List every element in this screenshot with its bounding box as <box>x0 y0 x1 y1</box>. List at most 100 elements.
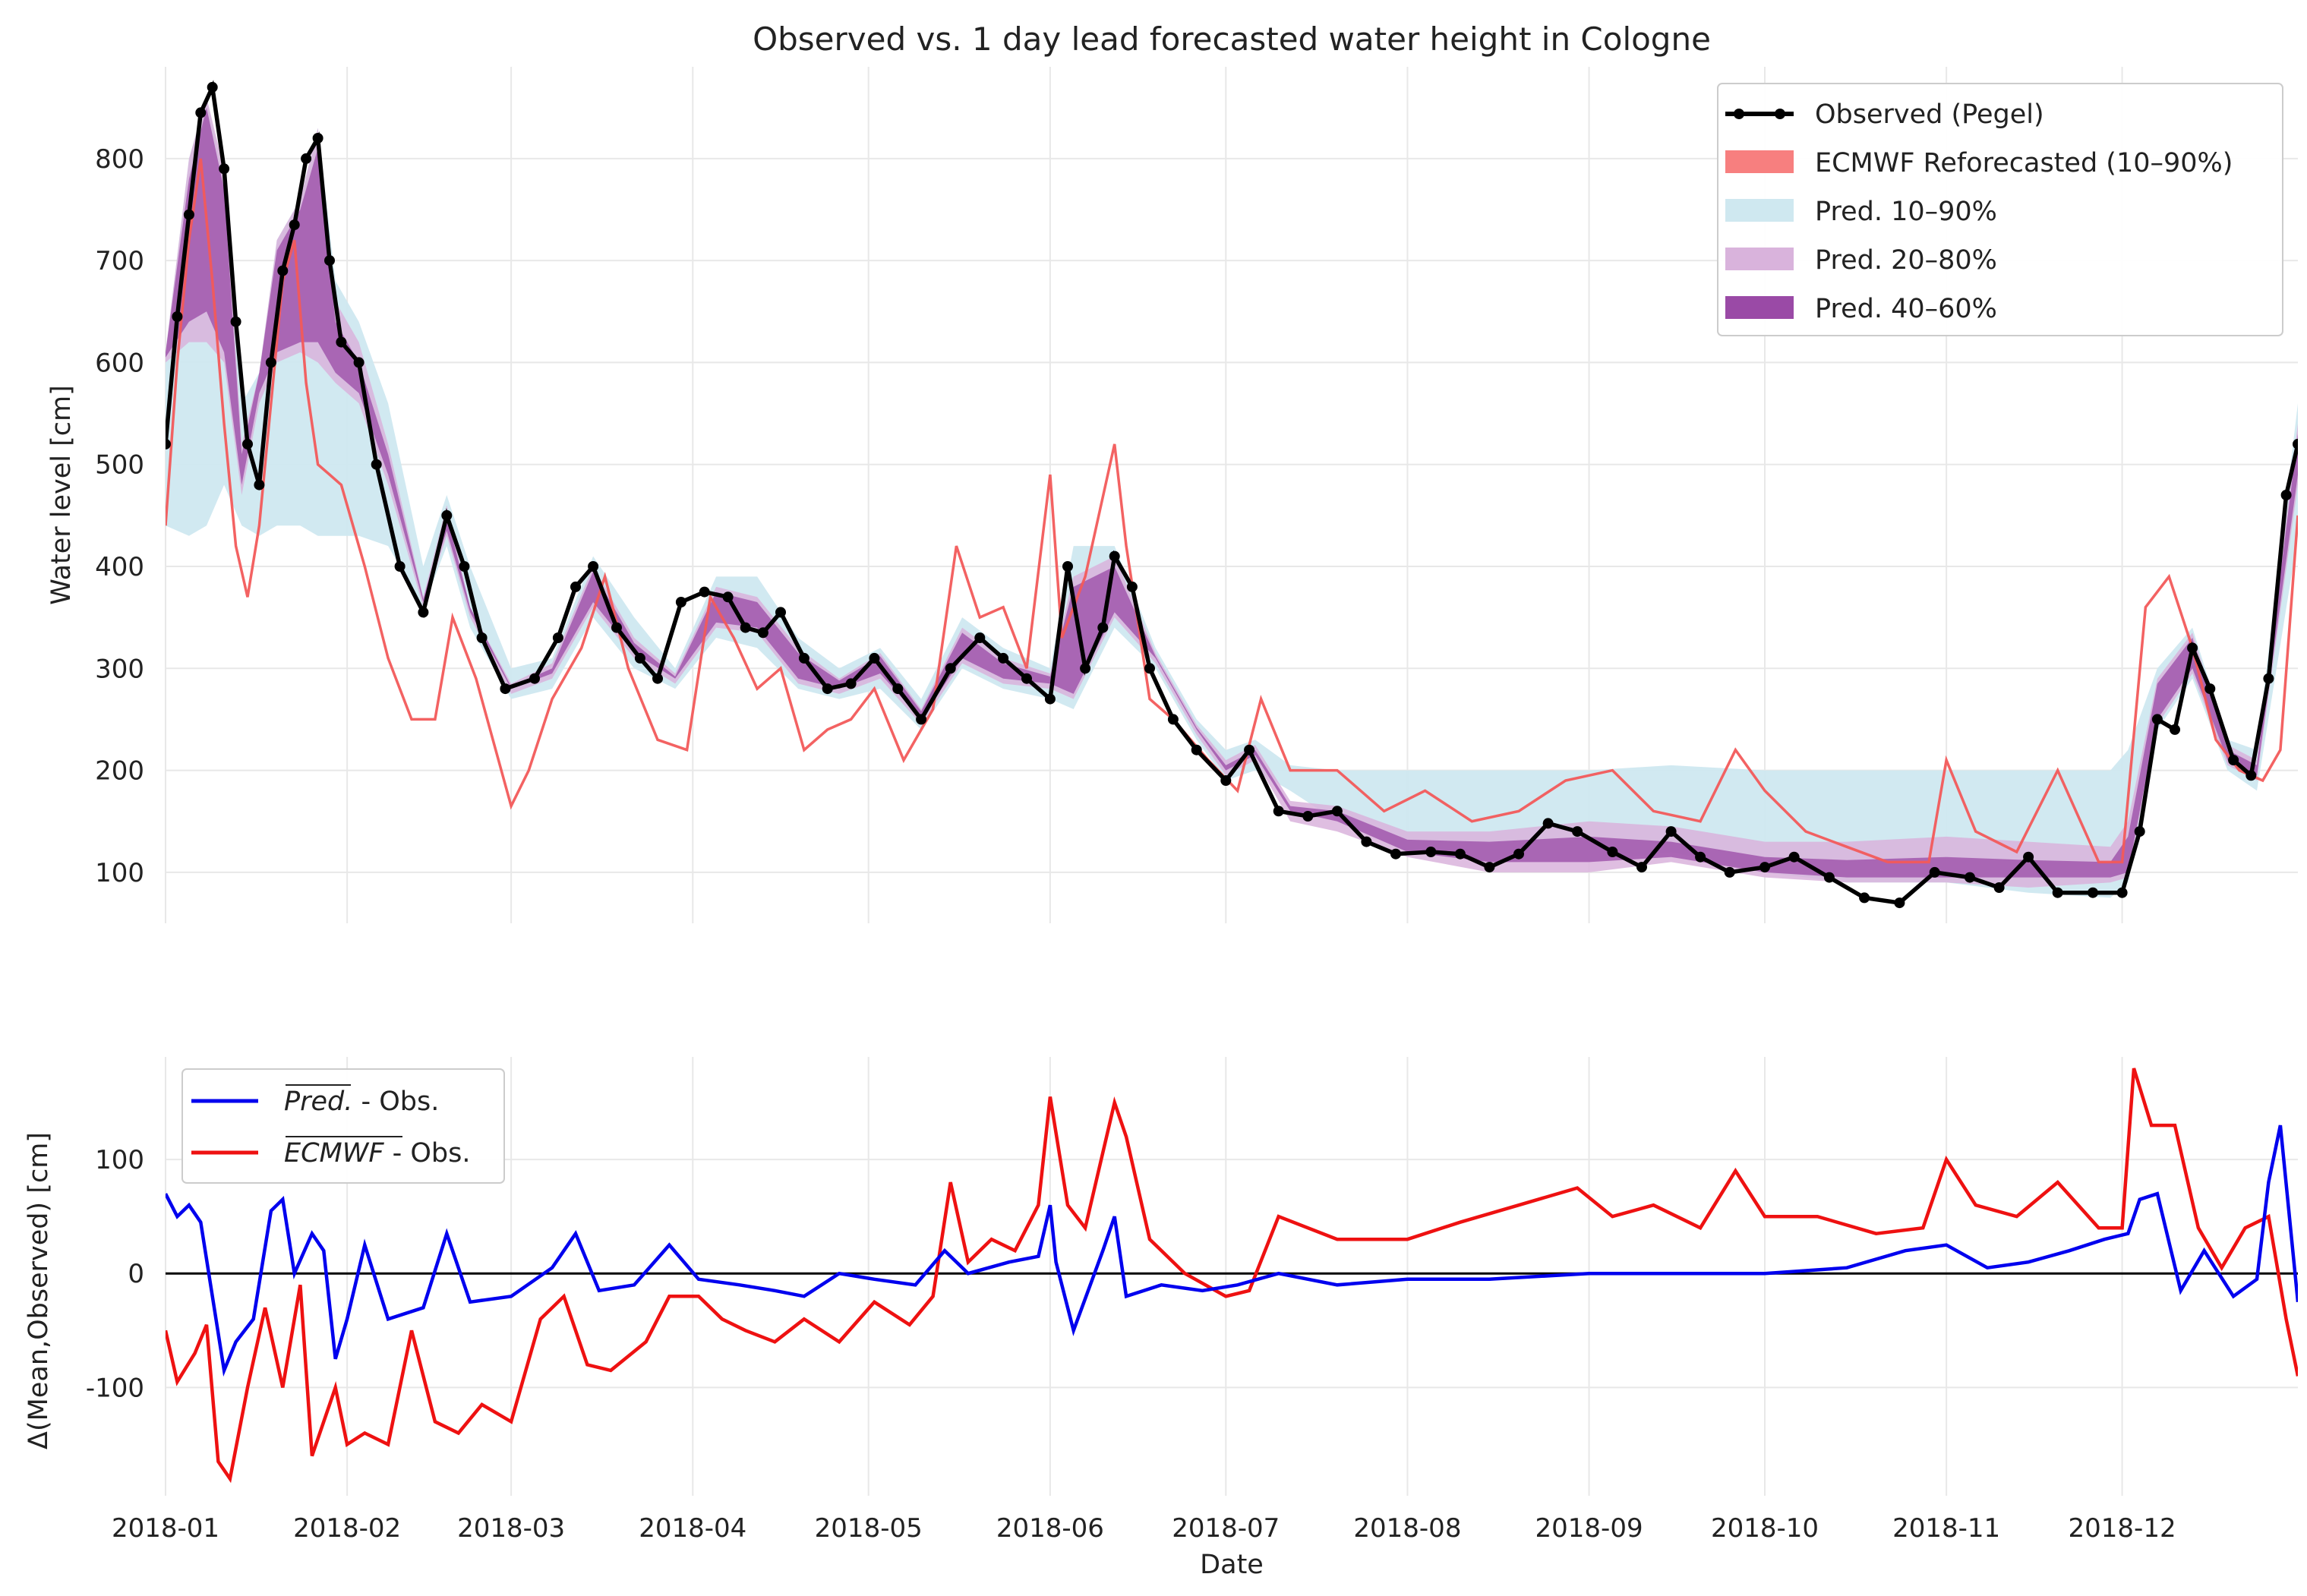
legend-label-ecmwf-diff: ECMWF - Obs. <box>284 1138 471 1169</box>
observed-point <box>1390 848 1401 860</box>
observed-point <box>945 663 956 674</box>
observed-point <box>1109 550 1120 562</box>
observed-point <box>845 678 857 689</box>
legend-label-p2080: Pred. 20–80% <box>1815 245 1997 276</box>
legend-swatch-observed-marker <box>1775 109 1785 119</box>
observed-point <box>2134 826 2145 837</box>
observed-point <box>1665 826 1677 837</box>
observed-point <box>1993 882 2005 893</box>
observed-point <box>611 622 622 633</box>
top-y-ticks: 100 200 300 400 500 600 700 800 <box>95 144 144 888</box>
x-tick-label: 2018-07 <box>1172 1513 1280 1544</box>
observed-point <box>336 336 347 348</box>
line-ecmwf <box>166 158 2298 864</box>
line-ecmwf-minus-obs <box>166 1068 2298 1484</box>
x-tick-label: 2018-04 <box>639 1513 746 1544</box>
observed-point <box>1542 818 1554 829</box>
legend-swatch-ecmwf <box>1725 150 1794 173</box>
band-pred-10-90 <box>166 97 2298 898</box>
observed-point <box>1894 897 1905 909</box>
observed-point <box>1859 892 1870 904</box>
top-y-tick-label: 600 <box>95 348 144 378</box>
observed-point <box>675 597 686 607</box>
observed-point <box>1062 561 1073 572</box>
observed-point <box>207 81 218 93</box>
observed-point <box>242 438 253 449</box>
observed-point <box>740 622 751 633</box>
x-tick-labels: 2018-01 2018-02 2018-03 2018-04 2018-05 2018-… <box>112 1513 2176 1544</box>
observed-point <box>289 219 300 231</box>
observed-point <box>2187 642 2198 654</box>
observed-point <box>459 561 470 572</box>
observed-point <box>301 153 312 164</box>
top-y-tick-label: 200 <box>95 756 144 787</box>
x-tick-label: 2018-03 <box>457 1513 565 1544</box>
observed-point <box>1759 862 1770 873</box>
legend-label-pred: Pred. - Obs. <box>284 1087 439 1117</box>
observed-point <box>1695 851 1706 863</box>
observed-point <box>1607 847 1618 857</box>
observed-point <box>2293 438 2298 449</box>
observed-point <box>892 683 904 695</box>
bottom-lines <box>166 1068 2298 1484</box>
observed-point <box>1080 663 1091 674</box>
observed-point <box>2228 755 2239 766</box>
observed-point <box>2280 490 2292 500</box>
observed-point <box>441 509 453 521</box>
observed-point <box>1513 848 1524 860</box>
top-y-tick-label: 100 <box>95 858 144 888</box>
top-lines <box>166 80 2298 909</box>
top-y-tick-label: 500 <box>95 450 144 481</box>
legend-label-ecmwf: ECMWF Reforecasted (10–90%) <box>1815 148 2233 178</box>
observed-point <box>277 265 289 276</box>
x-tick-label: 2018-01 <box>112 1513 219 1544</box>
top-legend-box <box>1717 83 2283 336</box>
observed-point <box>974 632 986 643</box>
observed-point <box>1823 872 1835 883</box>
observed-point <box>1044 693 1056 705</box>
observed-point <box>2204 683 2216 695</box>
bottom-y-ticks: -100 0 100 <box>86 1145 144 1403</box>
observed-point <box>1167 714 1179 725</box>
observed-point <box>1273 806 1284 817</box>
bottom-y-tick-label: 100 <box>95 1145 144 1175</box>
observed-point <box>353 357 365 368</box>
observed-point <box>183 209 194 220</box>
observed-point <box>916 714 927 725</box>
observed-point <box>1965 872 1975 883</box>
observed-point <box>2263 673 2274 684</box>
x-tick-label: 2018-08 <box>1353 1513 1461 1544</box>
observed-point <box>588 561 599 572</box>
observed-point <box>552 632 563 643</box>
observed-point <box>1636 862 1647 873</box>
bottom-y-tick-label: -100 <box>86 1373 144 1403</box>
observed-point <box>1572 826 1583 837</box>
observed-point <box>172 311 183 322</box>
observed-point <box>1929 866 1940 878</box>
observed-point <box>195 107 207 118</box>
observed-point <box>394 561 406 572</box>
observed-point <box>1302 811 1314 822</box>
legend-swatch-p4060 <box>1725 296 1794 319</box>
observed-point <box>418 607 429 618</box>
bottom-y-tick-label: 0 <box>128 1259 144 1289</box>
observed-point <box>1191 744 1202 755</box>
observed-point <box>529 673 540 684</box>
observed-point <box>1097 622 1109 633</box>
observed-point <box>1244 744 1255 755</box>
x-tick-label: 2018-05 <box>815 1513 923 1544</box>
bottom-legend-box <box>181 1068 505 1184</box>
top-y-tick-label: 700 <box>95 246 144 276</box>
bottom-legend: Pred. - Obs. ECMWF - Obs. <box>181 1068 505 1184</box>
legend-swatch-observed-marker <box>1734 109 1744 119</box>
observed-point <box>230 316 241 327</box>
top-y-axis-label: Water level [cm] <box>46 385 77 605</box>
observed-point <box>1331 806 1343 817</box>
observed-point <box>312 133 323 144</box>
observed-point <box>265 357 276 368</box>
top-legend: Observed (Pegel) ECMWF Reforecasted (10–… <box>1717 83 2283 336</box>
observed-point <box>757 627 768 639</box>
observed-point <box>254 479 265 490</box>
